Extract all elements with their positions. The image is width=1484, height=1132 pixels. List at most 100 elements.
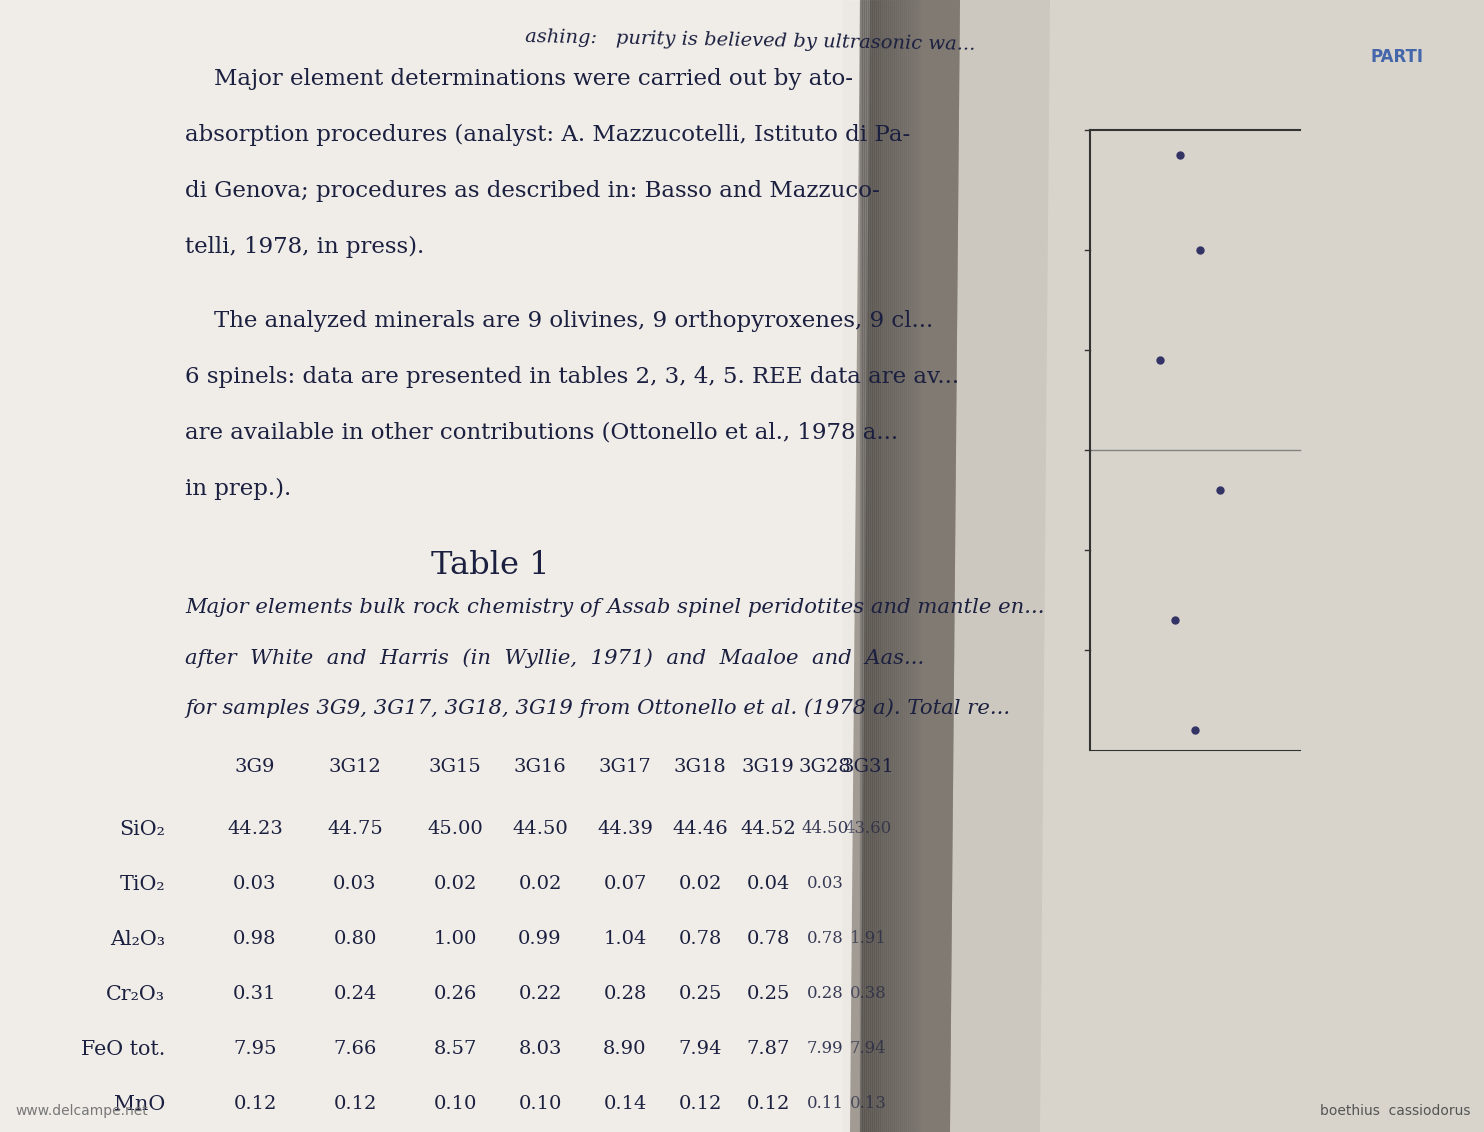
Text: 1.00: 1.00 [433, 931, 476, 947]
Text: 3G15: 3G15 [429, 758, 481, 777]
Text: Al₂O₃: Al₂O₃ [110, 931, 165, 949]
Text: 0.10: 0.10 [518, 1095, 561, 1113]
Text: 0.12: 0.12 [233, 1095, 276, 1113]
Bar [867, 0, 868, 1132]
Text: 0.04: 0.04 [746, 875, 789, 893]
Text: 44.46: 44.46 [672, 820, 727, 838]
Text: 43.60: 43.60 [844, 820, 892, 837]
Text: 3G12: 3G12 [328, 758, 381, 777]
Text: 0.99: 0.99 [518, 931, 562, 947]
Polygon shape [850, 0, 960, 1132]
Text: 0.98: 0.98 [233, 931, 276, 947]
Text: for samples 3G9, 3G17, 3G18, 3G19 from Ottonello et al. (1978 a). Total re...: for samples 3G9, 3G17, 3G18, 3G19 from O… [186, 698, 1011, 718]
Bar [896, 0, 898, 1132]
Bar [862, 0, 864, 1132]
Text: 44.52: 44.52 [741, 820, 795, 838]
Bar [910, 0, 913, 1132]
Text: 1.91: 1.91 [849, 931, 886, 947]
Text: 3G28: 3G28 [798, 758, 852, 777]
Bar [881, 0, 884, 1132]
Text: 44.23: 44.23 [227, 820, 283, 838]
Polygon shape [0, 0, 870, 1132]
Text: TiO₂: TiO₂ [119, 875, 165, 894]
Bar [861, 0, 862, 1132]
Text: FeO tot.: FeO tot. [80, 1040, 165, 1060]
Text: 0.78: 0.78 [678, 931, 721, 947]
Text: 3G19: 3G19 [742, 758, 794, 777]
Text: 0.03: 0.03 [233, 875, 276, 893]
Text: PARTI: PARTI [1370, 48, 1423, 66]
Bar [884, 0, 886, 1132]
Bar [913, 0, 914, 1132]
Text: 0.11: 0.11 [806, 1095, 843, 1112]
Bar [870, 0, 873, 1132]
Text: www.delcampe.net: www.delcampe.net [15, 1104, 148, 1118]
Text: 0.78: 0.78 [807, 931, 843, 947]
Text: 44.50: 44.50 [512, 820, 568, 838]
Bar [874, 0, 876, 1132]
Text: 0.78: 0.78 [746, 931, 789, 947]
Text: Cr₂O₃: Cr₂O₃ [105, 985, 165, 1004]
Text: 8.57: 8.57 [433, 1040, 476, 1058]
Text: 0.13: 0.13 [849, 1095, 886, 1112]
Polygon shape [1040, 0, 1484, 1132]
Bar [898, 0, 899, 1132]
Bar [890, 0, 892, 1132]
Text: 0.22: 0.22 [518, 985, 561, 1003]
Bar [902, 0, 904, 1132]
Bar [907, 0, 908, 1132]
Text: 6 spinels: data are presented in tables 2, 3, 4, 5. REE data are av...: 6 spinels: data are presented in tables … [186, 366, 959, 388]
Text: 0.12: 0.12 [678, 1095, 721, 1113]
Bar [876, 0, 879, 1132]
Text: absorption procedures (analyst: A. Mazzucotelli, Istituto di Pa-: absorption procedures (analyst: A. Mazzu… [186, 125, 910, 146]
Text: Major elements bulk rock chemistry of Assab spinel peridotites and mantle en...: Major elements bulk rock chemistry of As… [186, 598, 1045, 617]
Text: 7.94: 7.94 [850, 1040, 886, 1057]
Text: 0.03: 0.03 [334, 875, 377, 893]
Text: 0.38: 0.38 [850, 985, 886, 1002]
Text: 0.25: 0.25 [678, 985, 721, 1003]
Text: 0.02: 0.02 [433, 875, 476, 893]
Text: 0.02: 0.02 [518, 875, 561, 893]
Text: in prep.).: in prep.). [186, 478, 291, 500]
Bar [879, 0, 880, 1132]
Text: 0.07: 0.07 [604, 875, 647, 893]
Text: 3G31: 3G31 [841, 758, 895, 777]
Text: 45.00: 45.00 [427, 820, 482, 838]
Text: 1.04: 1.04 [604, 931, 647, 947]
Bar [868, 0, 870, 1132]
Text: boethius  cassiodorus: boethius cassiodorus [1319, 1104, 1471, 1118]
Bar [908, 0, 910, 1132]
Text: 0.12: 0.12 [746, 1095, 789, 1113]
Text: are available in other contributions (Ottonello et al., 1978 a...: are available in other contributions (Ot… [186, 422, 898, 444]
Text: SiO₂: SiO₂ [119, 820, 165, 839]
Bar [892, 0, 893, 1132]
Text: 8.90: 8.90 [604, 1040, 647, 1058]
Text: 44.39: 44.39 [597, 820, 653, 838]
Text: 7.99: 7.99 [807, 1040, 843, 1057]
Bar [916, 0, 919, 1132]
Text: 7.87: 7.87 [746, 1040, 789, 1058]
Bar [899, 0, 902, 1132]
Text: 0.80: 0.80 [334, 931, 377, 947]
Bar [914, 0, 916, 1132]
Bar [893, 0, 896, 1132]
Bar [873, 0, 874, 1132]
Text: 3G16: 3G16 [513, 758, 567, 777]
Text: 0.03: 0.03 [807, 875, 843, 892]
Text: 7.66: 7.66 [334, 1040, 377, 1058]
Text: The analyzed minerals are 9 olivines, 9 orthopyroxenes, 9 cl...: The analyzed minerals are 9 olivines, 9 … [186, 310, 933, 332]
Text: 44.50: 44.50 [801, 820, 849, 837]
Text: 8.03: 8.03 [518, 1040, 562, 1058]
Text: Table 1: Table 1 [430, 550, 549, 581]
Polygon shape [950, 0, 1484, 1132]
Bar [880, 0, 881, 1132]
Text: 0.14: 0.14 [604, 1095, 647, 1113]
Bar [887, 0, 890, 1132]
Text: 3G17: 3G17 [598, 758, 651, 777]
Text: Major element determinations were carried out by ato-: Major element determinations were carrie… [186, 68, 853, 91]
Text: 0.25: 0.25 [746, 985, 789, 1003]
Bar [886, 0, 887, 1132]
Text: 7.95: 7.95 [233, 1040, 276, 1058]
Text: 0.12: 0.12 [334, 1095, 377, 1113]
Text: 7.94: 7.94 [678, 1040, 721, 1058]
